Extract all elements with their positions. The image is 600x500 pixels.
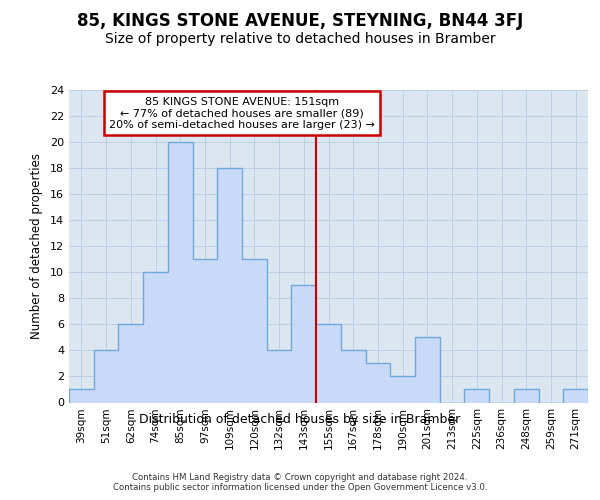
Bar [514, 390, 539, 402]
Bar [341, 350, 365, 403]
Bar [242, 260, 267, 402]
Bar [217, 168, 242, 402]
Bar [563, 390, 588, 402]
Bar [193, 260, 217, 402]
Bar [464, 390, 489, 402]
Text: 85 KINGS STONE AVENUE: 151sqm
← 77% of detached houses are smaller (89)
20% of s: 85 KINGS STONE AVENUE: 151sqm ← 77% of d… [109, 96, 375, 130]
Text: Size of property relative to detached houses in Bramber: Size of property relative to detached ho… [104, 32, 496, 46]
Bar [390, 376, 415, 402]
Y-axis label: Number of detached properties: Number of detached properties [30, 153, 43, 339]
Bar [365, 364, 390, 403]
Bar [415, 338, 440, 402]
Bar [267, 350, 292, 403]
Bar [118, 324, 143, 402]
Bar [292, 286, 316, 403]
Bar [94, 350, 118, 403]
Bar [69, 390, 94, 402]
Text: Distribution of detached houses by size in Bramber: Distribution of detached houses by size … [139, 412, 461, 426]
Bar [168, 142, 193, 403]
Text: 85, KINGS STONE AVENUE, STEYNING, BN44 3FJ: 85, KINGS STONE AVENUE, STEYNING, BN44 3… [77, 12, 523, 30]
Bar [143, 272, 168, 402]
Bar [316, 324, 341, 402]
Text: Contains HM Land Registry data © Crown copyright and database right 2024.
Contai: Contains HM Land Registry data © Crown c… [113, 473, 487, 492]
